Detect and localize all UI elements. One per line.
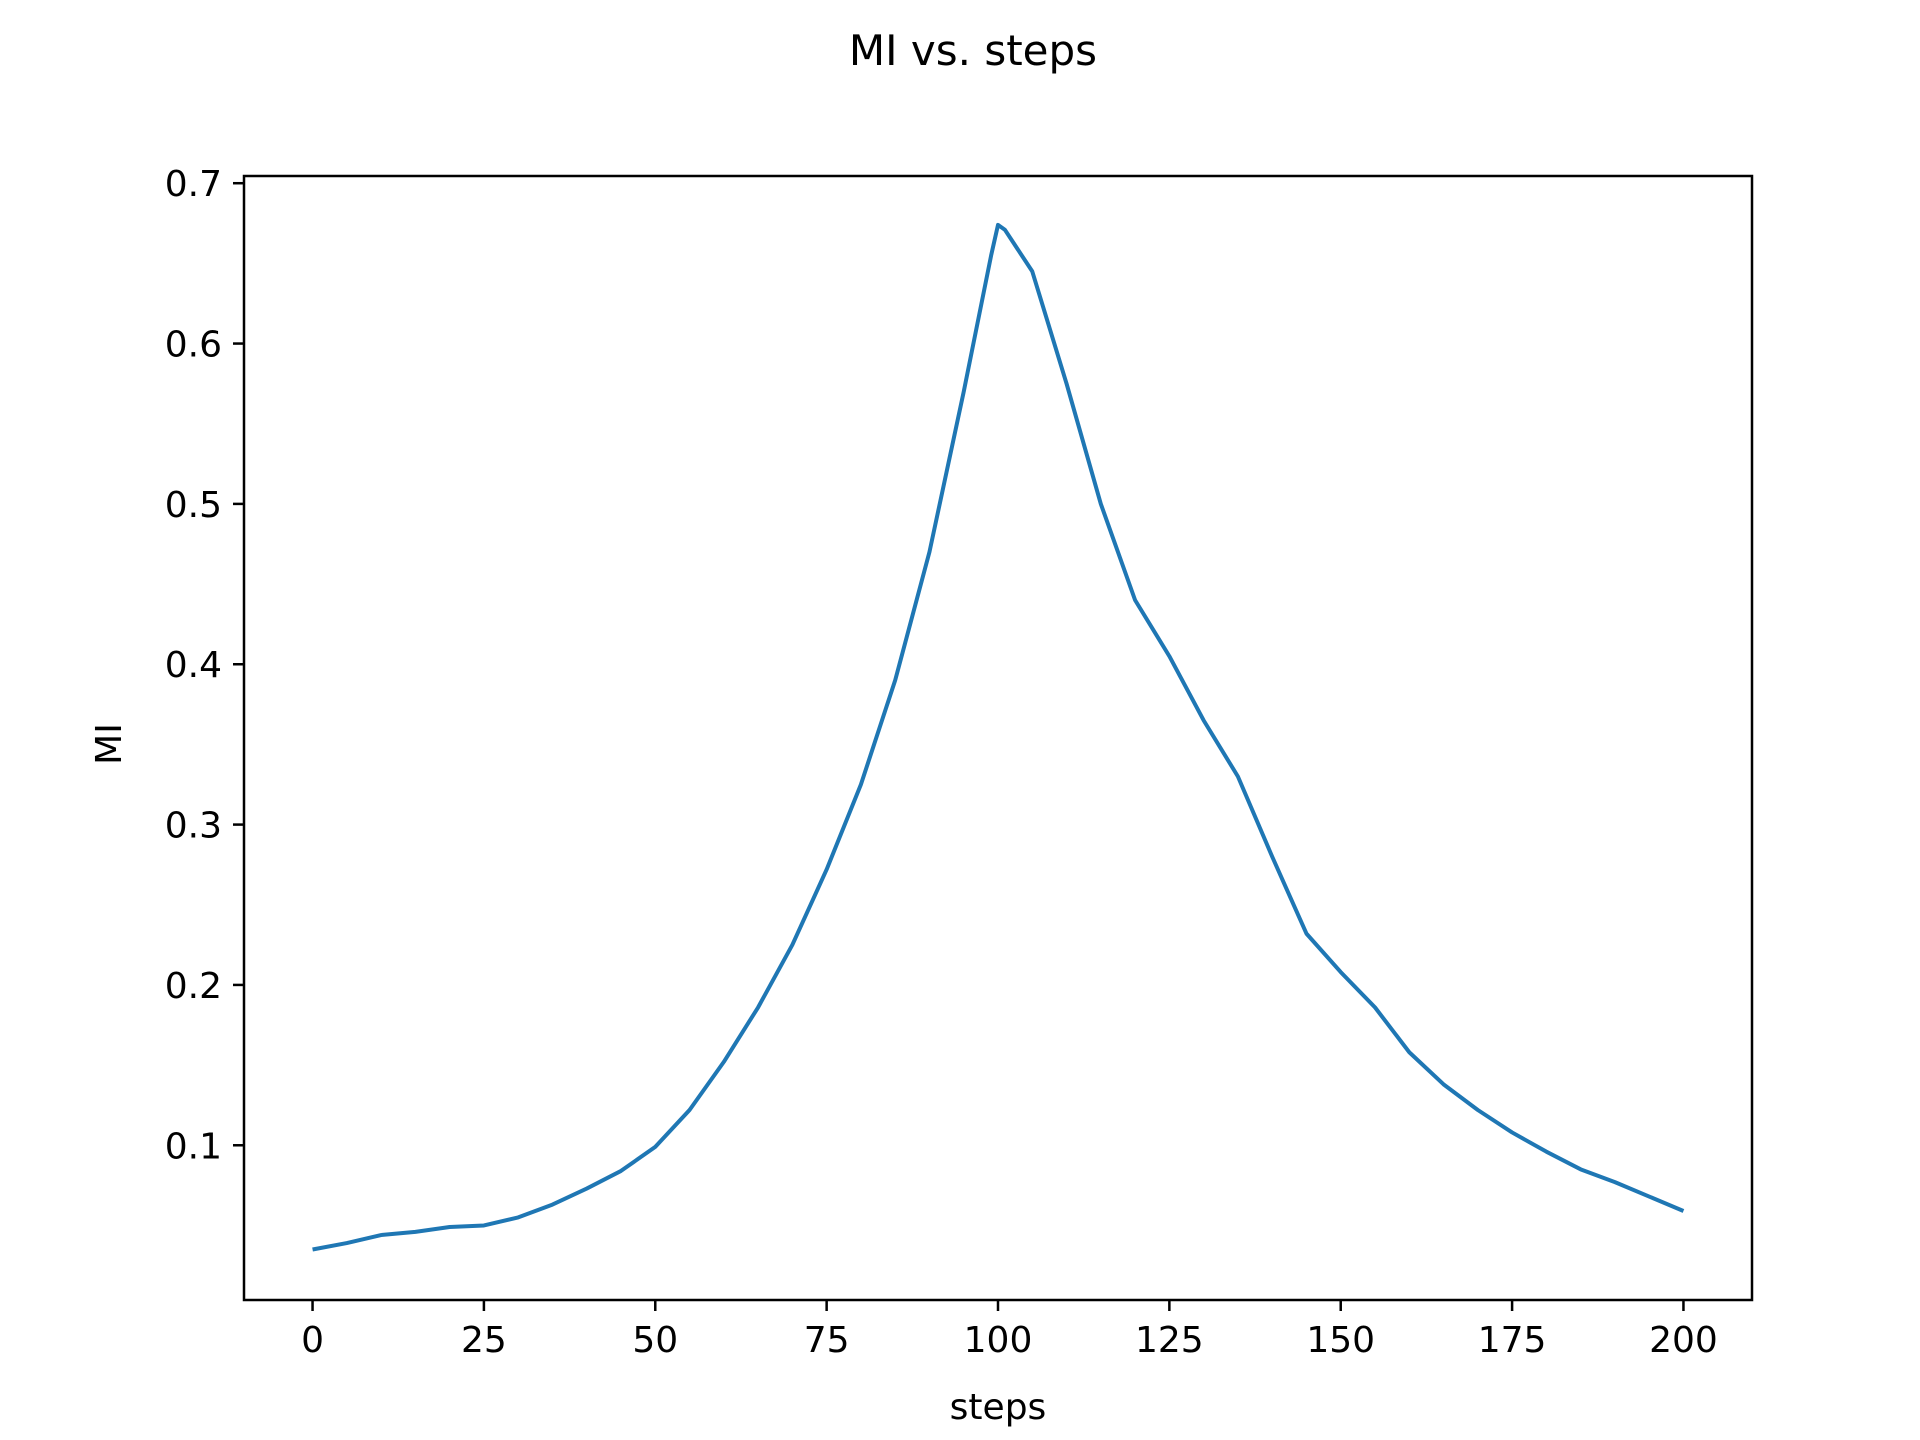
x-tick-label: 0 [301,1320,324,1361]
y-tick-label: 0.6 [165,325,222,366]
plot-area-frame [242,174,1754,1302]
y-tick-label: 0.5 [165,485,222,526]
y-axis-ticks: 0.1 0.2 0.3 0.4 0.5 0.6 0.7 [165,164,244,1167]
y-axis-label: MI [89,723,130,765]
x-tick-label: 125 [1135,1320,1204,1361]
x-tick-label: 50 [632,1320,678,1361]
series-line-mi [312,222,1685,1252]
x-tick-label: 25 [461,1320,507,1361]
x-tick-label: 75 [804,1320,850,1361]
x-tick-label: 150 [1306,1320,1375,1361]
x-tick-label: 100 [964,1320,1033,1361]
y-tick-label: 0.1 [165,1126,222,1167]
y-tick-label: 0.3 [165,806,222,847]
x-tick-label: 200 [1649,1320,1718,1361]
y-tick-label: 0.2 [165,966,222,1007]
y-tick-label: 0.4 [165,645,222,686]
x-tick-label: 175 [1478,1320,1547,1361]
x-axis-label: steps [950,1387,1047,1428]
chart-title: MI vs. steps [849,26,1097,75]
y-tick-label: 0.7 [165,164,222,205]
x-axis-ticks: 0 25 50 75 100 125 150 175 200 [301,1300,1718,1361]
